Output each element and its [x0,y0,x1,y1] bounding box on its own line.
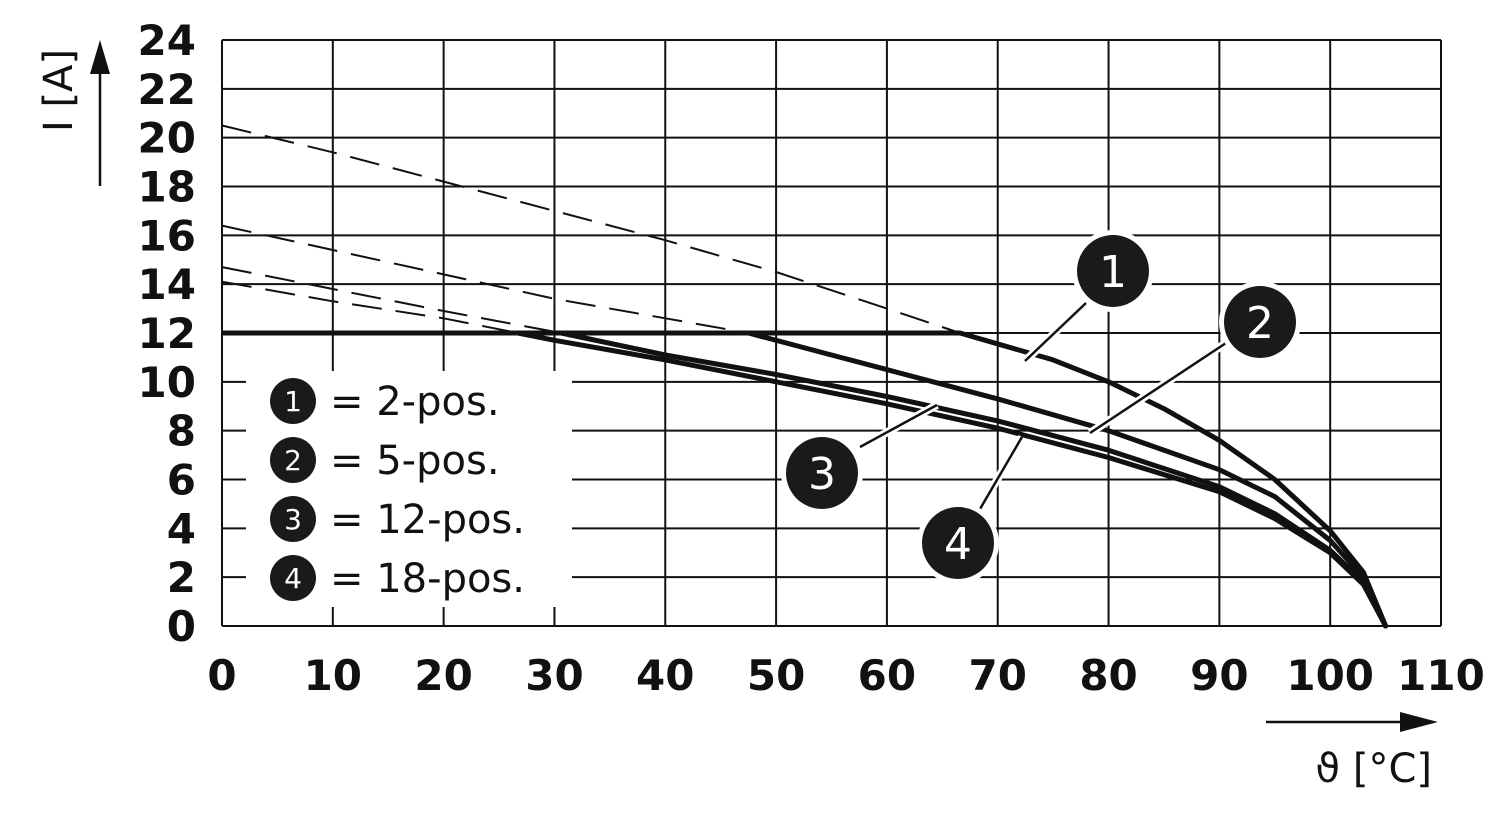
legend-badge-number: 1 [284,385,302,418]
x-tick-label: 30 [525,651,583,700]
y-axis-label: I [A] [36,49,82,132]
badge-number: 2 [1246,298,1274,349]
curve-1 [957,330,1389,629]
dashed-line-4 [221,280,519,334]
curve-badge-4: 4 [917,434,1026,584]
x-tick-label: 100 [1286,651,1374,700]
legend-item-1: 1 = 2-pos. [270,378,500,425]
x-tick-label: 10 [304,651,362,700]
legend-item-2: 2 = 5-pos. [270,437,500,484]
curve-2 [745,330,1389,629]
legend-item-4: 4 = 18-pos. [270,555,525,602]
x-tick-labels: 0 10 20 30 40 50 60 70 80 90 100 110 [207,651,1484,700]
legend-badge-number: 4 [284,562,302,595]
y-tick-label: 0 [167,602,196,651]
x-axis-label-group: ϑ [°C] [1266,712,1438,792]
y-tick-label: 24 [138,16,196,65]
badge-number: 1 [1099,247,1127,298]
y-tick-label: 4 [167,504,196,553]
y-tick-label: 8 [167,407,196,456]
y-tick-label: 2 [167,553,196,602]
x-tick-label: 0 [207,651,236,700]
y-tick-label: 14 [138,260,196,309]
curve-4 [515,330,1389,629]
legend-badge-number: 2 [284,444,302,477]
badge-circle [922,507,994,579]
curve-badge-3: 3 [781,401,939,514]
legend-label: = 18-pos. [330,556,525,602]
badge-circle [1077,235,1149,307]
x-tick-label: 20 [414,651,472,700]
legend-item-3: 3 = 12-pos. [270,496,525,543]
x-tick-label: 70 [969,651,1027,700]
legend-badge [270,437,316,483]
badge-circle [1224,286,1296,358]
leader-line [1024,302,1087,362]
x-tick-label: 50 [747,651,805,700]
legend: 1 = 2-pos. 2 = 5-pos. 3 = 12-pos. 4 = 18-pos. [246,371,572,607]
leader-line [1089,341,1227,435]
y-axis-label-group: I [A] [36,40,110,186]
curve-badges: 1 2 3 4 [781,230,1301,584]
legend-badge [270,555,316,601]
leader-line [859,403,938,449]
grid [221,39,1442,627]
x-tick-label: 60 [858,651,916,700]
badge-number: 3 [808,449,836,500]
badge-circle [786,437,858,509]
legend-badge [270,378,316,424]
dashed-line-1 [221,124,961,334]
curve-badge-2: 2 [1087,281,1301,437]
legend-label: = 2-pos. [330,379,500,425]
legend-label: = 12-pos. [330,497,525,543]
curve-badge-1: 1 [1022,230,1154,364]
legend-badge [270,496,316,542]
x-axis-label: ϑ [°C] [1315,746,1432,792]
legend-label: = 5-pos. [330,438,500,484]
x-tick-label: 40 [636,651,694,700]
y-tick-label: 18 [138,163,196,212]
x-tick-label: 110 [1397,651,1485,700]
dashed-extrapolations [221,124,961,334]
x-tick-label: 80 [1079,651,1137,700]
leader-line [978,436,1024,510]
badge-number: 4 [944,519,972,570]
y-axis-arrow-head [90,40,110,74]
y-tick-label: 16 [138,211,196,260]
y-tick-label: 12 [138,309,196,358]
dashed-line-2 [221,224,749,334]
x-axis-arrow-head [1400,712,1438,732]
y-tick-label: 22 [138,65,196,114]
dashed-line-3 [221,266,562,334]
x-tick-label: 90 [1190,651,1248,700]
y-tick-label: 6 [167,456,196,505]
legend-badge-number: 3 [284,503,302,536]
y-tick-label: 10 [138,358,196,407]
y-tick-label: 20 [138,114,196,163]
derating-curves [222,330,1389,629]
